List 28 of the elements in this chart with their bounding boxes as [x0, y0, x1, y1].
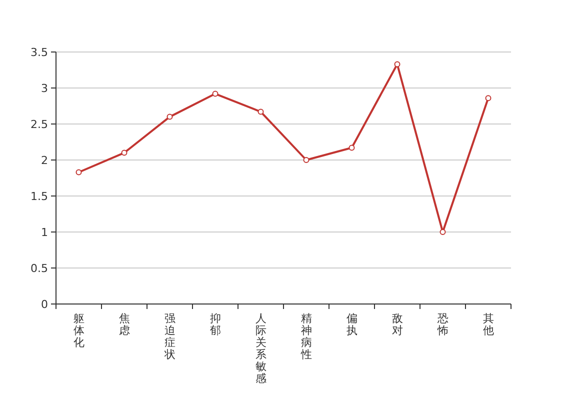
- y-tick-label: 1.5: [30, 190, 48, 203]
- y-tick-label: 1: [41, 226, 48, 239]
- y-tick-label: 3: [41, 82, 48, 95]
- point: [485, 95, 492, 102]
- x-tick-label: 恐怖: [436, 312, 448, 337]
- point: [348, 144, 355, 151]
- x-tick-label: 精神病性: [300, 312, 312, 361]
- point: [440, 229, 446, 235]
- x-tick-label: 敌对: [392, 312, 403, 337]
- x-tick-label: 其他: [482, 312, 494, 337]
- y-tick-label: 2: [41, 154, 48, 167]
- point: [394, 61, 400, 68]
- x-tick-label: 焦虑: [118, 312, 130, 337]
- x-tick-label: 人际关系敏感: [255, 312, 266, 385]
- x-tick-label: 躯体化: [73, 312, 84, 349]
- point: [76, 169, 82, 176]
- x-tick-label: 偏执: [346, 312, 358, 337]
- x-tick-label: 抑郁: [210, 312, 221, 337]
- point: [258, 108, 264, 115]
- y-tick-label: 3.5: [30, 46, 48, 59]
- y-tick-label: 0.5: [30, 262, 48, 275]
- point: [121, 150, 128, 156]
- y-tick-label: 0: [41, 298, 48, 311]
- point: [303, 157, 310, 163]
- point: [212, 90, 218, 97]
- point: [166, 114, 173, 120]
- x-tick-label: 强迫症状: [163, 312, 176, 361]
- y-tick-label: 2.5: [30, 118, 48, 131]
